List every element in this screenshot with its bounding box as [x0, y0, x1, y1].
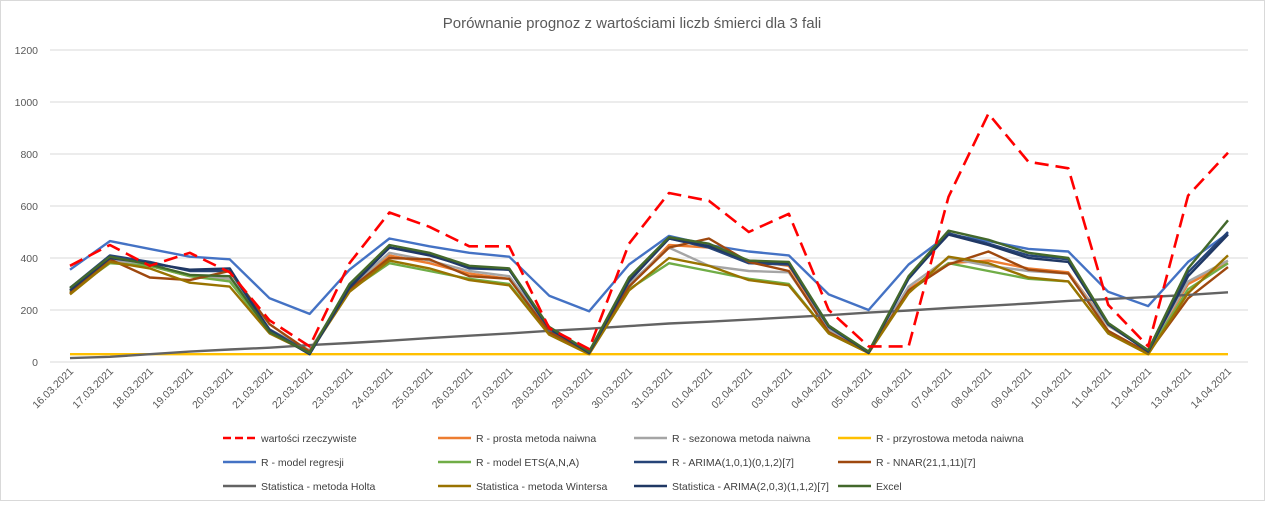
legend-item: R - model regresji [223, 457, 344, 469]
x-tick-label: 19.03.2021 [150, 366, 196, 412]
legend-item: wartości rzeczywiste [223, 433, 357, 445]
x-tick-label: 13.04.2021 [1149, 366, 1195, 412]
x-tick-label: 20.03.2021 [190, 366, 236, 412]
x-tick-label: 24.03.2021 [350, 366, 396, 412]
legend-label: Statistica - metoda Holta [261, 481, 376, 493]
series-lines [69, 112, 1229, 360]
x-tick-label: 31.03.2021 [629, 366, 675, 412]
x-tick-label: 14.04.2021 [1189, 366, 1235, 412]
x-tick-label: 17.03.2021 [70, 366, 116, 412]
x-tick-label: 27.03.2021 [470, 366, 516, 412]
x-tick-label: 28.03.2021 [510, 366, 556, 412]
legend-item: R - sezonowa metoda naiwna [634, 433, 810, 445]
x-tick-label: 10.04.2021 [1029, 366, 1075, 412]
x-tick-label: 21.03.2021 [230, 366, 276, 412]
series-line [69, 262, 1229, 355]
x-tick-label: 11.04.2021 [1069, 366, 1114, 411]
x-tick-label: 12.04.2021 [1109, 366, 1155, 412]
legend-label: R - przyrostowa metoda naiwna [876, 433, 1024, 445]
y-tick-label: 600 [20, 201, 38, 213]
x-tick-label: 16.03.2021 [30, 366, 76, 412]
y-tick-label: 200 [20, 305, 38, 317]
y-tick-label: 800 [20, 149, 38, 161]
chart-title: Porównanie prognoz z wartościami liczb ś… [443, 15, 822, 32]
legend-label: R - sezonowa metoda naiwna [672, 433, 810, 445]
x-tick-label: 25.03.2021 [390, 366, 436, 412]
x-tick-label: 03.04.2021 [749, 366, 795, 412]
legend-label: Statistica - ARIMA(2,0,3)(1,1,2)[7] [672, 481, 829, 493]
legend-item: Excel [838, 481, 902, 493]
x-tick-label: 30.03.2021 [590, 366, 636, 412]
legend-item: R - prosta metoda naiwna [438, 433, 596, 445]
series-line [69, 291, 1229, 360]
x-tick-label: 04.04.2021 [789, 366, 835, 412]
y-tick-label: 1200 [15, 45, 39, 57]
series-line [69, 254, 1229, 356]
y-axis: 0 200 400 600 800 1000 1200 [15, 45, 39, 369]
x-tick-label: 09.04.2021 [989, 366, 1035, 412]
x-tick-label: 23.03.2021 [310, 366, 356, 412]
y-tick-label: 400 [20, 253, 38, 265]
series-line [69, 237, 1229, 355]
legend-item: R - model ETS(A,N,A) [438, 457, 579, 469]
x-tick-label: 06.04.2021 [869, 366, 915, 412]
legend-item: R - przyrostowa metoda naiwna [838, 433, 1024, 445]
x-tick-label: 22.03.2021 [270, 366, 316, 412]
legend-label: Statistica - metoda Wintersa [476, 481, 607, 493]
legend-item: R - NNAR(21,1,11)[7] [838, 457, 976, 469]
legend-label: R - NNAR(21,1,11)[7] [876, 457, 976, 469]
legend-label: R - model ETS(A,N,A) [476, 457, 579, 469]
x-axis: 16.03.202117.03.202118.03.202119.03.2021… [30, 366, 1234, 412]
series-line [69, 112, 1229, 351]
x-tick-label: 29.03.2021 [550, 366, 596, 412]
legend-label: R - model regresji [261, 457, 344, 469]
legend: wartości rzeczywiste R - prosta metoda na… [223, 433, 1024, 493]
series-line [69, 232, 1229, 316]
x-tick-label: 18.03.2021 [110, 366, 156, 412]
legend-label: wartości rzeczywiste [260, 433, 357, 445]
x-tick-label: 05.04.2021 [829, 366, 875, 412]
series-line [69, 219, 1229, 355]
gridlines [50, 49, 1248, 363]
legend-label: R - ARIMA(1,0,1)(0,1,2)[7] [672, 457, 794, 469]
legend-item: Statistica - metoda Holta [223, 481, 376, 493]
legend-item: Statistica - metoda Wintersa [438, 481, 607, 493]
legend-label: Excel [876, 481, 902, 493]
legend-item: Statistica - ARIMA(2,0,3)(1,1,2)[7] [634, 481, 829, 493]
x-tick-label: 02.04.2021 [709, 366, 755, 412]
x-tick-label: 07.04.2021 [909, 366, 955, 412]
x-tick-label: 01.04.2021 [669, 366, 715, 412]
legend-item: R - ARIMA(1,0,1)(0,1,2)[7] [634, 457, 794, 469]
legend-label: R - prosta metoda naiwna [476, 433, 596, 445]
x-tick-label: 08.04.2021 [949, 366, 995, 412]
y-tick-label: 1000 [15, 97, 39, 109]
y-tick-label: 0 [32, 357, 38, 369]
x-tick-label: 26.03.2021 [430, 366, 476, 412]
series-line [69, 233, 1229, 356]
